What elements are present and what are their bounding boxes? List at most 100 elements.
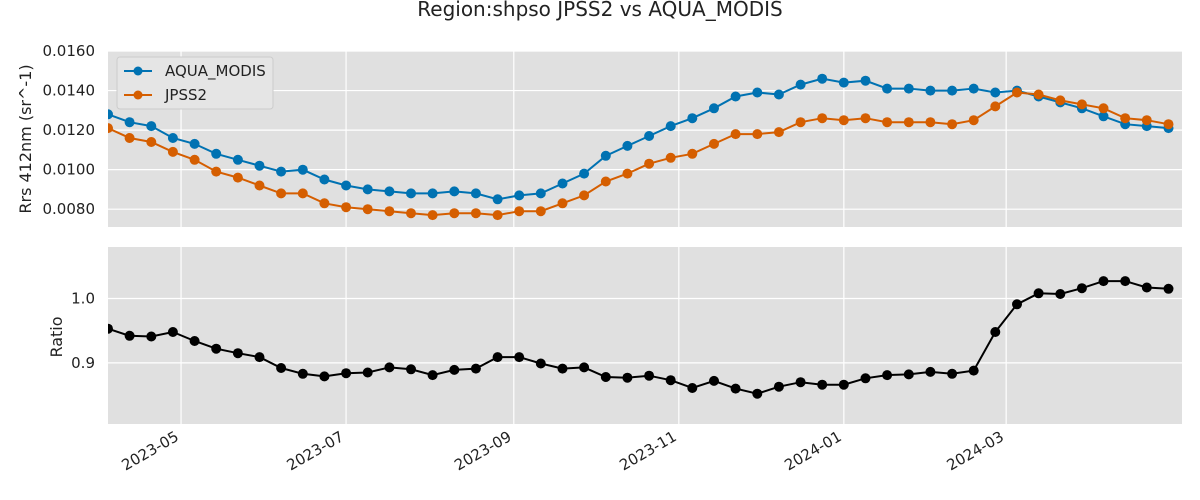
top-point-aqua-modis [297,164,308,175]
top-point-aqua-modis [276,166,287,177]
top-point-aqua-modis [535,188,546,199]
top-point-aqua-modis [211,148,222,159]
top-point-jpss2 [838,115,849,126]
top-point-jpss2 [297,188,308,199]
top-point-jpss2 [1055,95,1066,106]
top-point-jpss2 [514,206,525,217]
top-point-aqua-modis [470,188,481,199]
top-y-axis-label: Rrs 412nm (sr^-1) [16,64,35,213]
top-point-jpss2 [709,138,719,149]
top-point-aqua-modis [514,190,525,201]
top-point-jpss2 [108,123,113,134]
bottom-plot-background [108,247,1182,424]
bottom-point-ratio [514,352,525,363]
top-point-aqua-modis [882,83,893,94]
top-point-aqua-modis [795,79,806,90]
top-point-jpss2 [341,202,352,213]
top-point-aqua-modis [968,83,979,94]
bottom-point-ratio [838,379,849,390]
x-tick-label: 2024-03 [944,427,1007,474]
top-y-tick-label: 0.0140 [43,82,96,100]
top-point-jpss2 [665,152,676,163]
bottom-point-ratio [709,375,719,386]
top-point-jpss2 [449,208,460,219]
top-point-jpss2 [1163,119,1174,130]
bottom-point-ratio [925,366,936,377]
top-point-jpss2 [211,166,222,177]
legend-marker-jpss2 [133,90,143,100]
top-point-aqua-modis [947,85,958,96]
x-tick-label: 2023-07 [284,427,347,474]
top-point-aqua-modis [492,194,503,205]
top-point-aqua-modis [579,168,590,179]
top-point-jpss2 [947,119,958,130]
top-point-jpss2 [557,198,568,209]
top-point-jpss2 [579,190,590,201]
top-point-jpss2 [535,206,546,217]
top-point-aqua-modis [108,109,113,120]
top-point-jpss2 [319,198,330,209]
bottom-point-ratio [1163,283,1174,294]
top-point-aqua-modis [254,160,265,171]
top-point-jpss2 [1033,89,1044,100]
top-y-tick-label: 0.0100 [43,161,96,179]
top-point-aqua-modis [752,87,763,98]
bottom-point-ratio [622,372,633,383]
bottom-point-ratio [1012,299,1022,310]
top-point-aqua-modis [817,73,828,84]
top-point-jpss2 [427,210,438,221]
chart-title: Region:shpso JPSS2 vs AQUA_MODIS [417,0,782,21]
top-point-jpss2 [687,148,698,159]
x-tick-label: 2024-01 [781,427,844,474]
bottom-point-ratio [644,370,655,381]
bottom-y-tick-label: 1.0 [71,289,95,307]
top-point-jpss2 [773,127,784,138]
top-point-jpss2 [990,101,1001,112]
bottom-point-ratio [557,363,568,374]
top-point-aqua-modis [362,184,373,195]
legend: AQUA_MODIS JPSS2 [116,56,274,110]
bottom-point-ratio [1141,282,1152,293]
top-point-aqua-modis [167,133,178,143]
top-plot-panel: 0.0080 0.0100 0.0120 0.0140 0.0160 [43,42,1182,227]
bottom-point-ratio [124,330,135,341]
bottom-point-ratio [211,343,222,354]
legend-box [116,56,274,110]
top-point-aqua-modis [838,77,849,88]
top-point-aqua-modis [709,103,719,114]
top-point-jpss2 [795,117,806,128]
top-point-jpss2 [1120,113,1131,124]
top-point-aqua-modis [427,188,438,199]
top-point-jpss2 [384,206,395,217]
bottom-point-ratio [146,331,157,342]
bottom-point-ratio [297,368,308,379]
top-point-jpss2 [167,146,178,157]
bottom-point-ratio [470,363,481,374]
top-point-jpss2 [882,117,893,128]
bottom-point-ratio [319,371,330,382]
bottom-point-ratio [579,362,590,373]
bottom-point-ratio [990,327,1001,337]
bottom-point-ratio [108,323,113,334]
bottom-point-ratio [276,363,287,373]
top-point-aqua-modis [124,117,135,128]
top-point-jpss2 [254,180,265,191]
bottom-point-ratio [1055,289,1066,299]
legend-label-jpss2: JPSS2 [164,86,207,104]
bottom-point-ratio [167,327,178,337]
bottom-point-ratio [232,348,243,359]
bottom-point-ratio [189,336,200,346]
bottom-point-ratio [882,370,893,381]
top-point-aqua-modis [687,113,698,124]
bottom-series-group [108,276,1174,399]
top-point-aqua-modis [665,121,676,132]
legend-label-aqua-modis: AQUA_MODIS [165,62,266,81]
bottom-point-ratio [406,364,416,375]
bottom-point-ratio [947,368,958,379]
top-point-aqua-modis [730,91,741,102]
top-point-aqua-modis [925,85,936,96]
top-point-jpss2 [146,137,157,147]
top-point-aqua-modis [644,131,655,141]
